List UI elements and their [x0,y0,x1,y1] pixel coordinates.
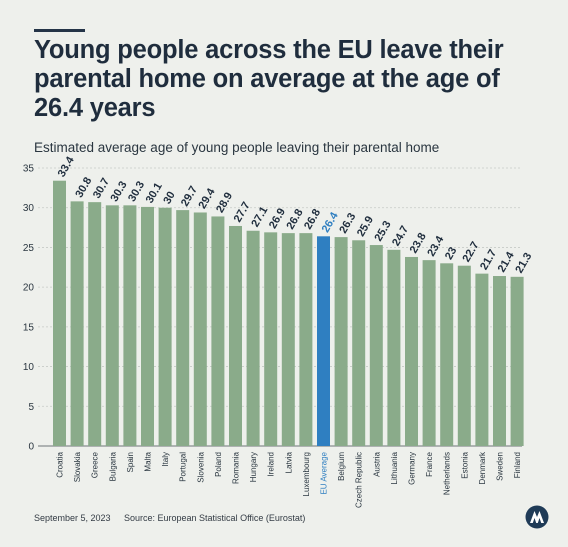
category-label: Luxembourg [302,452,311,496]
bar [158,207,172,446]
y-tick-label: 30 [23,203,35,214]
category-label: Germany [408,452,417,485]
category-label: EU Average [320,451,329,494]
publication-date: September 5, 2023 [34,513,111,523]
source-note: Source: European Statistical Office (Eur… [124,513,306,523]
bar [440,263,454,446]
category-label: Austria [372,451,381,476]
category-label: Sweden [496,452,505,481]
value-label: 30 [161,190,178,207]
bar [264,232,278,446]
bar [299,233,313,446]
category-label: Hungary [249,452,258,482]
bars [53,180,524,447]
bar [369,245,383,446]
bar [387,249,401,446]
y-tick-label: 20 [23,283,35,294]
category-label: Greece [91,451,100,478]
value-label: 21.3 [513,251,534,276]
bar [123,205,137,446]
category-label: Poland [214,452,223,477]
value-label: 28.9 [214,190,235,215]
bar [246,230,260,446]
bar [352,240,366,446]
bar [211,216,225,446]
value-label: 30.3 [109,179,130,204]
bar [510,276,524,446]
value-label: 30.8 [73,175,94,200]
bar [88,202,102,446]
bar [176,210,190,446]
value-label: 23 [443,245,460,262]
category-label: France [425,451,434,476]
value-label: 30.1 [144,181,165,206]
category-label: Denmark [478,451,487,484]
bar [193,212,207,446]
category-label: Slovenia [196,451,205,482]
category-label: Latvia [284,451,293,473]
category-label: Czech Republic [355,452,364,508]
agency-logo-icon [525,505,549,529]
category-label: Spain [126,452,135,472]
value-label: 24.7 [390,224,411,249]
category-label: Bulgaria [108,451,117,481]
bar [105,205,119,446]
bar [405,256,418,446]
bar [70,201,84,446]
y-tick-label: 35 [23,164,35,175]
bar [493,276,506,446]
y-tick-label: 15 [23,322,35,333]
category-label: Estonia [460,451,469,478]
category-label: Slovakia [73,451,82,482]
value-label: 26.9 [267,206,288,231]
category-label: Netherlands [443,452,452,495]
category-label: Ireland [267,452,276,476]
y-axis-tick-labels: 0 5 10 15 20 25 30 35 [23,164,35,453]
category-label: Croatia [56,451,65,477]
category-labels: Croatia Slovakia Greece Bulgaria Spain Malta I… [56,451,523,508]
y-tick-label: 25 [23,243,35,254]
bar [281,233,295,446]
y-tick-label: 10 [23,362,35,373]
title-accent-line [34,29,85,32]
category-label: Belgium [337,452,346,481]
bar [53,180,66,447]
category-label: Malta [144,451,153,471]
page-title: Young people across the EU leave their p… [34,36,504,122]
bar [229,225,242,446]
bar [141,206,154,446]
bar [422,260,436,446]
value-label: 22.7 [461,240,482,265]
bar [475,273,489,446]
bar [457,265,471,446]
y-tick-label: 5 [28,402,34,413]
category-label: Lithuania [390,451,399,484]
value-label: 26.8 [285,207,306,232]
value-label: 33.4 [56,154,78,179]
bar-eu-average [317,236,330,446]
category-label: Italy [161,452,170,467]
bar [334,237,348,446]
category-label: Portugal [179,452,188,482]
category-label: Finland [513,452,522,478]
category-label: Romania [232,451,241,484]
y-tick-label: 0 [28,442,34,453]
chart-subtitle: Estimated average age of young people le… [34,140,440,155]
